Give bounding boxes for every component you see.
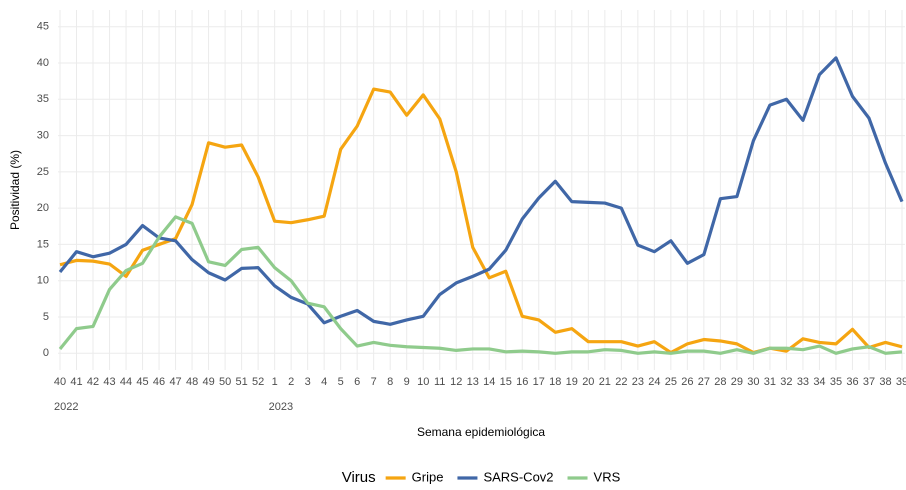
x-tick-label: 23 <box>632 376 644 388</box>
x-tick-label: 42 <box>87 376 99 388</box>
x-tick-label: 6 <box>354 376 360 388</box>
x-axis-title: Semana epidemiológica <box>417 425 545 439</box>
x-tick-label: 33 <box>797 376 809 388</box>
x-tick-label: 27 <box>698 376 710 388</box>
x-tick-label: 11 <box>434 376 445 388</box>
x-tick-label: 51 <box>235 376 247 388</box>
x-tick-label: 29 <box>731 376 743 388</box>
x-tick-label: 41 <box>70 376 82 388</box>
x-tick-label: 31 <box>764 376 776 388</box>
x-tick-label: 12 <box>450 376 462 388</box>
x-tick-label: 18 <box>549 376 561 388</box>
x-tick-label: 8 <box>387 376 393 388</box>
x-tick-label: 30 <box>747 376 759 388</box>
y-tick-label: 45 <box>37 21 49 33</box>
y-tick-label: 25 <box>37 166 49 178</box>
x-tick-label: 36 <box>846 376 858 388</box>
grid <box>58 10 905 370</box>
x-tick-label: 21 <box>599 376 611 388</box>
x-tick-label: 17 <box>533 376 545 388</box>
x-tick-label: 39 <box>896 376 906 388</box>
series-line <box>58 56 904 326</box>
y-tick-label: 20 <box>37 202 49 214</box>
x-tick-label: 5 <box>338 376 344 388</box>
x-tick-label: 40 <box>54 376 66 388</box>
y-tick-label: 0 <box>43 347 49 359</box>
y-tick-label: 35 <box>37 93 49 105</box>
legend-title: Virus <box>342 469 376 486</box>
x-tick-label: 2 <box>288 376 294 388</box>
x-tick-label: 37 <box>863 376 875 388</box>
x-tick-label: 19 <box>566 376 578 388</box>
x-tick-label: 48 <box>186 376 198 388</box>
x-tick-label: 9 <box>404 376 410 388</box>
x-tick-label: 50 <box>219 376 231 388</box>
x-tick-label: 24 <box>648 376 660 388</box>
x-tick-label: 22 <box>615 376 627 388</box>
x-group-label: 2023 <box>269 401 293 413</box>
y-tick-label: 5 <box>43 311 49 323</box>
x-tick-label: 1 <box>272 376 278 388</box>
x-tick-label: 14 <box>483 376 495 388</box>
x-tick-label: 44 <box>120 376 132 388</box>
x-tick-label: 38 <box>879 376 891 388</box>
x-tick-label: 16 <box>516 376 528 388</box>
x-tick-label: 35 <box>830 376 842 388</box>
legend-label: Gripe <box>412 469 444 484</box>
x-tick-label: 45 <box>136 376 148 388</box>
x-tick-label: 7 <box>371 376 377 388</box>
legend-label: SARS-Cov2 <box>483 469 553 484</box>
x-group-label: 2022 <box>54 401 78 413</box>
x-tick-label: 43 <box>103 376 115 388</box>
x-tick-label: 28 <box>714 376 726 388</box>
x-tick-label: 15 <box>500 376 512 388</box>
x-tick-label: 34 <box>813 376 825 388</box>
x-tick-label: 47 <box>169 376 181 388</box>
y-axis-title: Positividad (%) <box>8 150 22 230</box>
x-tick-label: 20 <box>582 376 594 388</box>
x-tick-label: 52 <box>252 376 264 388</box>
y-tick-label: 40 <box>37 57 49 69</box>
x-tick-label: 4 <box>321 376 327 388</box>
x-tick-label: 32 <box>780 376 792 388</box>
y-tick-label: 30 <box>37 129 49 141</box>
legend: Virus Gripe SARS-Cov2 VRS <box>342 469 621 486</box>
x-tick-label: 46 <box>153 376 165 388</box>
x-tick-label: 13 <box>467 376 479 388</box>
x-tick-label: 26 <box>681 376 693 388</box>
legend-label: VRS <box>594 469 621 484</box>
x-tick-label: 49 <box>202 376 214 388</box>
x-tick-label: 25 <box>665 376 677 388</box>
y-tick-label: 15 <box>37 238 49 250</box>
series-line <box>58 215 903 355</box>
y-tick-label: 10 <box>37 275 49 287</box>
x-tick-label: 3 <box>305 376 311 388</box>
x-tick-label: 10 <box>417 376 429 388</box>
